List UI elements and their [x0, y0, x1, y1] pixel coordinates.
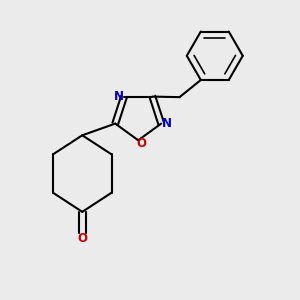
Text: O: O: [137, 137, 147, 150]
Text: N: N: [114, 89, 124, 103]
Text: N: N: [161, 116, 172, 130]
Text: O: O: [77, 232, 87, 245]
